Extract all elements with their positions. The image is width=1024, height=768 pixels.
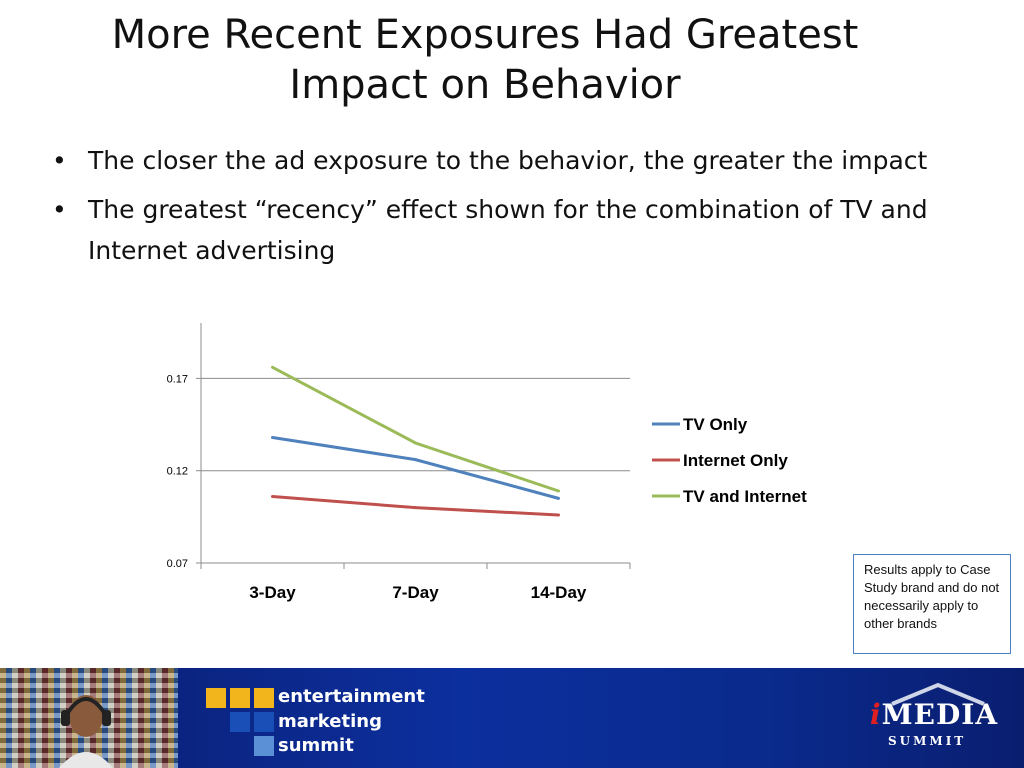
- legend-label: Internet Only: [683, 451, 788, 470]
- bullet-icon: •: [52, 195, 67, 224]
- slide-title-line2: Impact on Behavior: [289, 62, 681, 108]
- x-tick-label: 3-Day: [249, 583, 296, 602]
- footer-banner: entertainment marketing summit iMEDIA SU…: [0, 668, 1024, 768]
- bullet-text: The closer the ad exposure to the behavi…: [88, 146, 928, 175]
- brand-line-3: summit: [278, 735, 354, 756]
- bullet-item: • The greatest “recency” effect shown fo…: [52, 189, 982, 271]
- series-line-0: [272, 435, 559, 500]
- x-tick-label: 14-Day: [531, 583, 587, 602]
- data-point: [414, 506, 417, 510]
- series-line-2: [271, 365, 559, 493]
- brand-square-yellow-3: [254, 688, 274, 708]
- y-tick-label: 0.12: [167, 466, 188, 478]
- data-point: [271, 435, 274, 439]
- data-point: [414, 458, 417, 462]
- data-point: [557, 489, 560, 493]
- brand-line-2: marketing: [278, 711, 382, 732]
- bullet-item: • The closer the ad exposure to the beha…: [52, 140, 982, 181]
- brand-line-1: entertainment: [278, 686, 425, 707]
- imedia-logo: iMEDIA: [870, 698, 999, 731]
- legend-label: TV Only: [683, 415, 748, 434]
- slide-title: More Recent Exposures Had Greatest Impac…: [0, 10, 970, 110]
- x-tick-label: 7-Day: [392, 583, 439, 602]
- brand-square-yellow-2: [230, 688, 250, 708]
- data-point: [271, 495, 274, 499]
- y-tick-label: 0.17: [167, 373, 188, 385]
- line-chart: 0.07 0.12 0.17 3-Day 7-Day 14-Day TV Only Inter…: [167, 323, 807, 602]
- disclaimer-note: Results apply to Case Study brand and do…: [853, 554, 1011, 654]
- data-point: [557, 513, 560, 517]
- data-point: [414, 441, 417, 445]
- person-with-headphones-icon: [59, 695, 113, 768]
- brand-square-yellow-1: [206, 688, 226, 708]
- data-point: [557, 496, 560, 500]
- brand-square-blue-1: [230, 712, 250, 732]
- slide-title-line1: More Recent Exposures Had Greatest: [111, 12, 859, 58]
- series-line-1: [272, 495, 559, 517]
- y-tick-label: 0.07: [167, 558, 188, 570]
- brand-square-blue-2: [254, 712, 274, 732]
- bullet-icon: •: [52, 146, 67, 175]
- bullet-text: The greatest “recency” effect shown for …: [88, 195, 928, 265]
- roof-logo-icon: [891, 682, 985, 706]
- data-point: [271, 365, 274, 369]
- legend-label: TV and Internet: [683, 487, 807, 506]
- bullet-list: • The closer the ad exposure to the beha…: [52, 140, 982, 279]
- imedia-summit-label: SUMMIT: [888, 734, 967, 748]
- brand-square-light: [254, 736, 274, 756]
